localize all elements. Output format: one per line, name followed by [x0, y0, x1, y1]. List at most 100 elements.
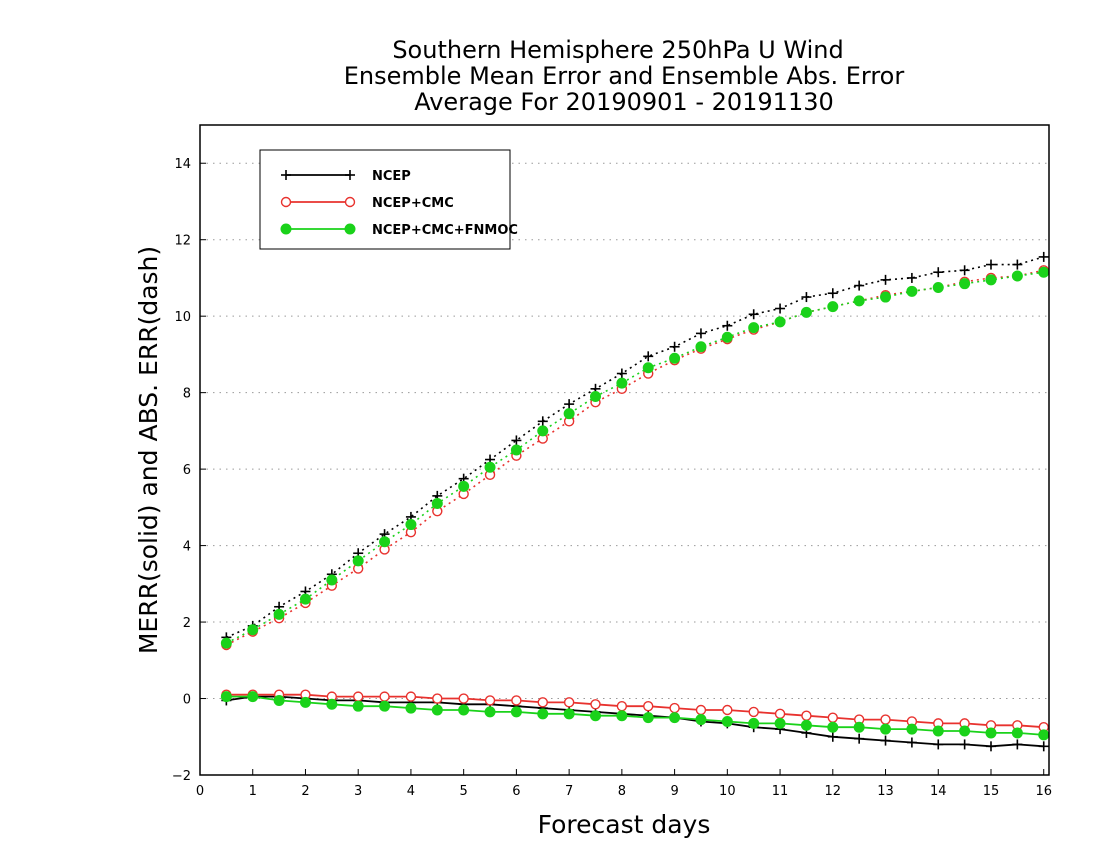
legend-marker-right	[345, 170, 355, 180]
legend-item: NCEP	[281, 169, 411, 184]
mean-err-point	[1011, 727, 1023, 739]
mean-err-point	[510, 706, 522, 718]
x-tick-label: 0	[196, 784, 204, 799]
mean-err-point	[827, 731, 838, 742]
abs-err-point	[616, 368, 627, 379]
mean-err-point	[1012, 739, 1023, 750]
mean-err-point	[985, 741, 996, 752]
abs-err-point	[1011, 270, 1023, 282]
abs-err-point	[537, 416, 548, 427]
abs-err-point	[880, 291, 892, 303]
legend-label: NCEP	[372, 169, 411, 184]
abs-err-point	[880, 274, 891, 285]
abs-err-point	[511, 435, 522, 446]
legend-item: NCEP+CMC	[280, 196, 454, 211]
abs-err-point	[1038, 266, 1050, 278]
y-tick-label: 0	[183, 693, 191, 708]
mean-err-point	[458, 704, 470, 716]
x-tick-label: 9	[670, 784, 678, 799]
mean-err-point	[748, 706, 759, 718]
x-tick-label: 7	[565, 784, 573, 799]
legend-label: NCEP+CMC	[372, 196, 454, 211]
mean-err-point	[827, 721, 839, 733]
legend-marker-left	[281, 170, 291, 180]
y-tick-label: 14	[174, 157, 191, 172]
mean-err-point	[1038, 729, 1050, 741]
abs-err-point	[669, 341, 680, 352]
abs-err-point	[642, 362, 654, 374]
mean-err-point	[959, 725, 971, 737]
abs-err-point	[959, 278, 971, 290]
abs-err-point	[510, 444, 522, 456]
abs-err-point	[985, 274, 997, 286]
legend-marker-right	[344, 196, 356, 208]
mean-err-point	[669, 702, 680, 714]
y-tick-label: 8	[183, 387, 191, 402]
legend-marker-right	[344, 223, 356, 235]
mean-err-point	[827, 712, 838, 723]
mean-err-point	[932, 725, 944, 737]
mean-err-point	[722, 704, 733, 716]
x-tick-label: 1	[249, 784, 257, 799]
mean-err-point	[405, 702, 417, 714]
abs-err-point	[273, 608, 285, 620]
abs-err-point	[1038, 251, 1049, 262]
mean-err-point	[616, 710, 628, 722]
mean-err-point	[774, 717, 786, 729]
mean-err-point	[537, 708, 549, 720]
abs-err-point	[906, 285, 918, 297]
y-tick-label: 10	[174, 310, 191, 325]
mean-err-point	[299, 696, 311, 708]
y-axis-title: MERR(solid) and ABS. ERR(dash)	[134, 246, 163, 654]
abs-err-point	[827, 288, 838, 299]
mean-err-point	[273, 694, 285, 706]
mean-err-point	[590, 699, 601, 710]
abs-err-point	[721, 331, 733, 343]
title-line-1: Southern Hemisphere 250hPa U Wind	[392, 36, 843, 64]
mean-err-point	[247, 691, 259, 703]
abs-err-point	[616, 377, 628, 389]
mean-err-point	[800, 719, 812, 731]
abs-err-point	[352, 555, 364, 567]
mean-err-point	[880, 714, 891, 725]
x-tick-label: 16	[1035, 784, 1052, 799]
x-tick-label: 14	[930, 784, 947, 799]
abs-err-point	[853, 295, 865, 307]
abs-err-point	[484, 461, 496, 473]
mean-err-point	[484, 706, 496, 718]
x-tick-label: 6	[512, 784, 520, 799]
abs-err-line	[226, 269, 1044, 646]
chart-title: Southern Hemisphere 250hPa U Wind Ensemb…	[344, 36, 905, 116]
abs-err-point	[748, 309, 759, 320]
mean-err-point	[432, 693, 443, 704]
mean-err-point	[405, 691, 417, 702]
mean-err-point	[695, 704, 707, 716]
abs-err-point	[932, 282, 944, 293]
abs-err-point	[299, 593, 311, 605]
abs-err-point	[431, 498, 443, 510]
mean-err-point	[563, 708, 575, 720]
mean-err-point	[906, 737, 917, 748]
x-tick-label: 13	[877, 784, 894, 799]
mean-err-point	[880, 723, 892, 735]
y-tick-label: 6	[183, 463, 191, 478]
abs-err-point	[695, 328, 706, 339]
abs-err-point	[933, 267, 944, 278]
x-tick-label: 12	[825, 784, 842, 799]
mean-err-point	[959, 739, 970, 750]
abs-err-point	[775, 303, 786, 314]
abs-err-point	[405, 519, 417, 531]
mean-err-point	[854, 733, 865, 744]
abs-err-point	[854, 280, 865, 291]
abs-err-point	[695, 341, 707, 353]
mean-err-point	[589, 710, 601, 722]
mean-err-point	[801, 710, 812, 721]
mean-err-line	[226, 695, 1044, 736]
mean-err-point	[748, 717, 760, 729]
abs-err-point	[959, 265, 970, 276]
x-tick-label: 10	[719, 784, 736, 799]
y-tick-label: −2	[172, 769, 191, 784]
title-line-3: Average For 20190901 - 20191130	[414, 88, 834, 116]
mean-err-point	[669, 712, 681, 724]
